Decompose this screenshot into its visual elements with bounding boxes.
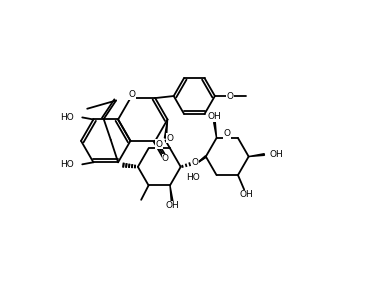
Text: O: O xyxy=(167,133,174,142)
Text: HO: HO xyxy=(60,113,74,122)
Text: O: O xyxy=(226,92,233,101)
Polygon shape xyxy=(214,122,216,138)
Polygon shape xyxy=(198,156,206,163)
Text: OH: OH xyxy=(239,190,253,199)
Text: O: O xyxy=(128,90,135,99)
Polygon shape xyxy=(249,154,265,157)
Text: OH: OH xyxy=(165,202,179,211)
Text: HO: HO xyxy=(60,160,74,169)
Text: OH: OH xyxy=(270,150,283,159)
Text: O: O xyxy=(156,140,163,149)
Text: OH: OH xyxy=(208,113,222,122)
Polygon shape xyxy=(170,185,173,201)
Text: O: O xyxy=(192,158,199,167)
Text: O: O xyxy=(224,129,231,138)
Text: O: O xyxy=(162,154,169,163)
Text: HO: HO xyxy=(186,173,200,182)
Polygon shape xyxy=(164,119,167,138)
